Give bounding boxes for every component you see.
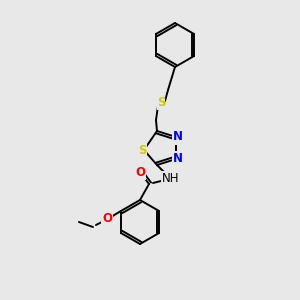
Text: O: O — [135, 166, 145, 178]
Text: N: N — [173, 152, 183, 166]
Text: S: S — [138, 143, 146, 157]
Text: NH: NH — [162, 172, 180, 185]
Text: O: O — [102, 212, 112, 226]
Text: N: N — [173, 130, 183, 143]
Text: S: S — [157, 97, 165, 110]
